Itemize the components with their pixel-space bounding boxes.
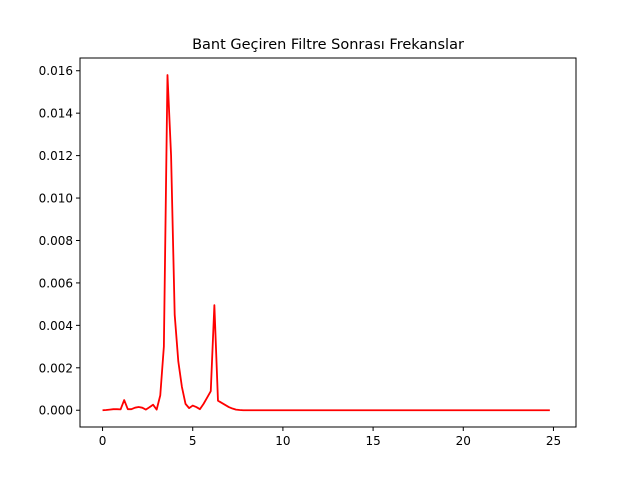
chart-title: Bant Geçiren Filtre Sonrası Frekanslar bbox=[192, 37, 464, 53]
x-tick-label: 20 bbox=[456, 434, 471, 448]
y-axis: 0.000 0.002 0.004 0.006 0.008 0.010 0.012 0.014… bbox=[39, 64, 80, 418]
y-tick-label: 0.016 bbox=[39, 64, 73, 78]
x-tick-label: 25 bbox=[546, 434, 561, 448]
y-tick-label: 0.010 bbox=[39, 192, 73, 206]
x-tick-label: 15 bbox=[365, 434, 380, 448]
x-axis: 0 5 10 15 20 25 bbox=[99, 427, 561, 448]
series-line bbox=[102, 74, 550, 412]
y-tick-label: 0.006 bbox=[39, 276, 73, 290]
y-tick-label: 0.002 bbox=[39, 361, 73, 375]
y-tick-label: 0.014 bbox=[39, 107, 73, 121]
y-tick-label: 0.008 bbox=[39, 234, 73, 248]
x-tick-label: 0 bbox=[99, 434, 107, 448]
y-tick-label: 0.012 bbox=[39, 149, 73, 163]
y-tick-label: 0.004 bbox=[39, 319, 73, 333]
x-tick-label: 10 bbox=[275, 434, 290, 448]
plot-frame bbox=[79, 57, 577, 428]
y-tick-label: 0.000 bbox=[39, 404, 73, 418]
x-tick-label: 5 bbox=[189, 434, 197, 448]
